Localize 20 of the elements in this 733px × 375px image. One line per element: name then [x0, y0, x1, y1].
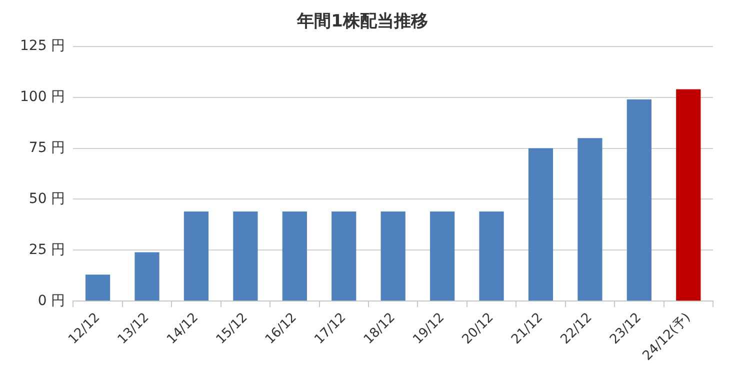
y-tick-label: 0 円: [38, 292, 66, 309]
bar: [85, 274, 110, 301]
bar: [528, 148, 554, 301]
y-tick-label: 75 円: [28, 140, 66, 156]
bar: [332, 211, 356, 301]
bar: [184, 211, 209, 301]
bar: [479, 211, 504, 301]
y-tick-label: 50 円: [28, 190, 66, 207]
y-tick-label: 125 円: [20, 38, 66, 54]
bar: [134, 252, 160, 301]
y-tick-label: 100 円: [20, 88, 66, 105]
bar: [380, 211, 406, 301]
y-tick-label: 25 円: [28, 242, 66, 258]
bar: [578, 138, 602, 301]
bar: [626, 99, 652, 301]
bar: [676, 89, 701, 301]
bar: [430, 211, 455, 301]
bar: [282, 211, 307, 301]
bar: [233, 211, 258, 301]
chart-title: 年間1株配当推移: [296, 12, 428, 32]
